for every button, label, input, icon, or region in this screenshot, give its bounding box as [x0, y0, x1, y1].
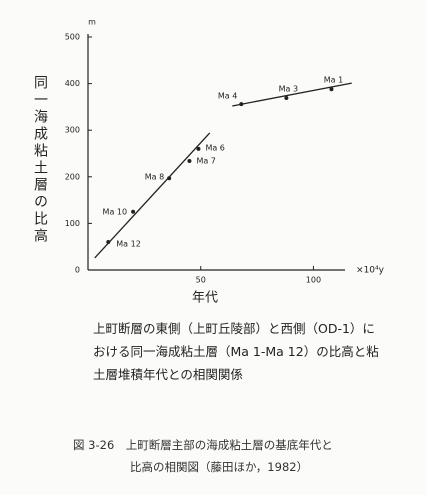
point [187, 158, 192, 163]
x-unit: ×10⁴y [356, 266, 385, 276]
description-line: おける同一海成粘土層（Ma 1-Ma 12）の比高と粘 [93, 344, 379, 359]
x-axis-title: 年代 [192, 291, 218, 306]
point-label: Ma 10 [103, 207, 128, 216]
point [196, 146, 201, 151]
point [106, 240, 111, 245]
description-line: 上町断層の東側（上町丘陵部）と西側（OD-1）に [93, 321, 375, 336]
description-line: 土層堆積年代との相関関係 [93, 367, 243, 382]
y-tick-label: 100 [65, 219, 80, 228]
trend-line [232, 82, 352, 107]
figure-caption: 比高の相関図（藤田ほか，1982） [130, 460, 309, 474]
point [284, 96, 289, 101]
point-label: Ma 1 [324, 76, 343, 85]
point [131, 209, 136, 214]
y-tick-label: 0 [75, 266, 80, 275]
x-tick-label: 100 [306, 276, 321, 285]
point-label: Ma 6 [205, 143, 224, 152]
chart: m ×10⁴y 同一海成粘土層の比高 年代 0 100 200 300 400 500 50… [32, 18, 385, 306]
point-label: Ma 4 [218, 92, 237, 101]
trend-line [94, 132, 211, 259]
y-tick-label: 300 [65, 126, 80, 135]
y-tick-label: 400 [65, 79, 80, 88]
y-axis-title: 同一海成粘土層の比高 [32, 75, 48, 245]
point [239, 102, 244, 107]
y-tick-label: 200 [65, 172, 80, 181]
point-label: Ma 12 [116, 240, 141, 249]
point [167, 176, 172, 181]
point-label: Ma 7 [196, 156, 215, 165]
point-label: Ma 3 [279, 85, 298, 94]
point [329, 87, 334, 92]
y-tick-label: 500 [65, 33, 80, 42]
y-unit: m [88, 18, 96, 27]
point-label: Ma 8 [145, 173, 164, 182]
figure-caption: 図 3-26 上町断層主部の海成粘土層の基底年代と [73, 438, 333, 452]
x-tick-label: 50 [196, 276, 206, 285]
